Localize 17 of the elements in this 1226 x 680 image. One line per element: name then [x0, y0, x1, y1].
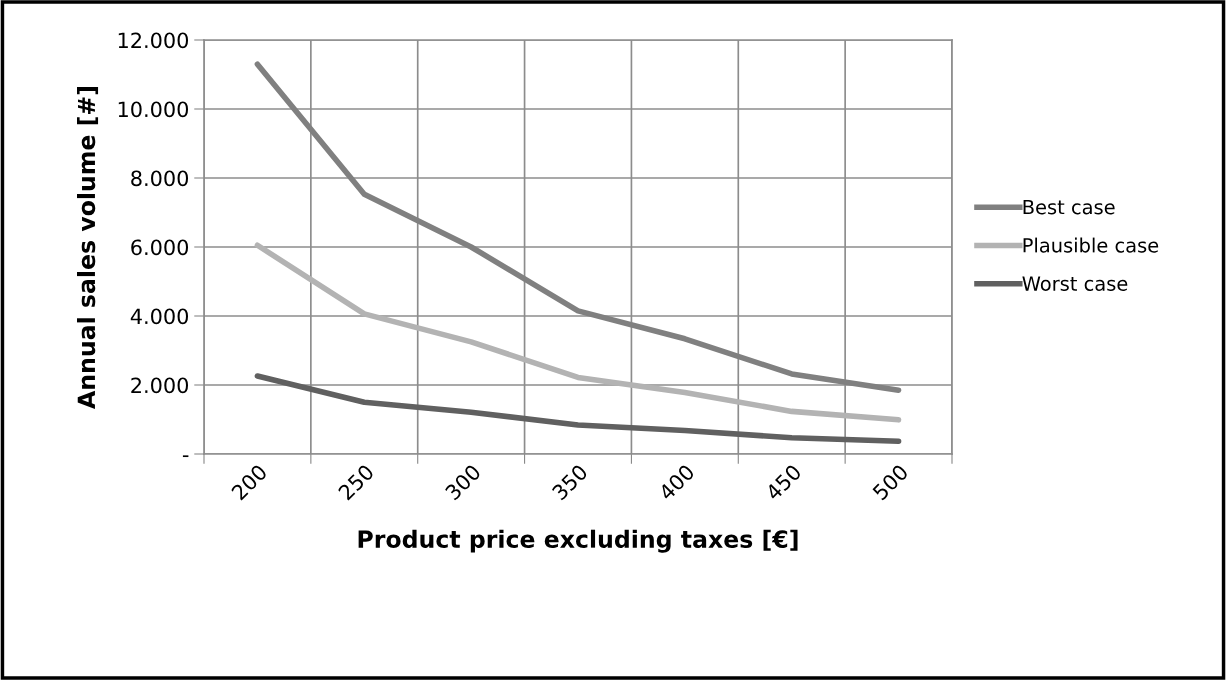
- x-tick-label: 350: [551, 463, 589, 501]
- x-tick-label: 500: [871, 463, 909, 501]
- y-tick-label: 8.000: [131, 170, 189, 187]
- legend-label: Best case: [1023, 199, 1115, 215]
- y-tick-label: -: [182, 455, 189, 458]
- y-axis-title: Annual sales volume [#]: [77, 87, 99, 409]
- x-axis-title: Product price excluding taxes [€]: [358, 529, 798, 553]
- x-tick-label: 400: [657, 463, 696, 502]
- y-tick-label: 4.000: [130, 308, 189, 325]
- y-tick-label: 10.000: [118, 101, 189, 118]
- x-tick-label: 300: [444, 463, 482, 501]
- y-tick-label: 6.000: [131, 239, 189, 256]
- x-tick-label: 450: [764, 463, 803, 502]
- y-tick-label: 2.000: [131, 377, 189, 394]
- legend-label: Plausible case: [1023, 237, 1159, 253]
- legend-label: Worst case: [1022, 276, 1128, 291]
- y-tick-label: 12.000: [118, 32, 189, 49]
